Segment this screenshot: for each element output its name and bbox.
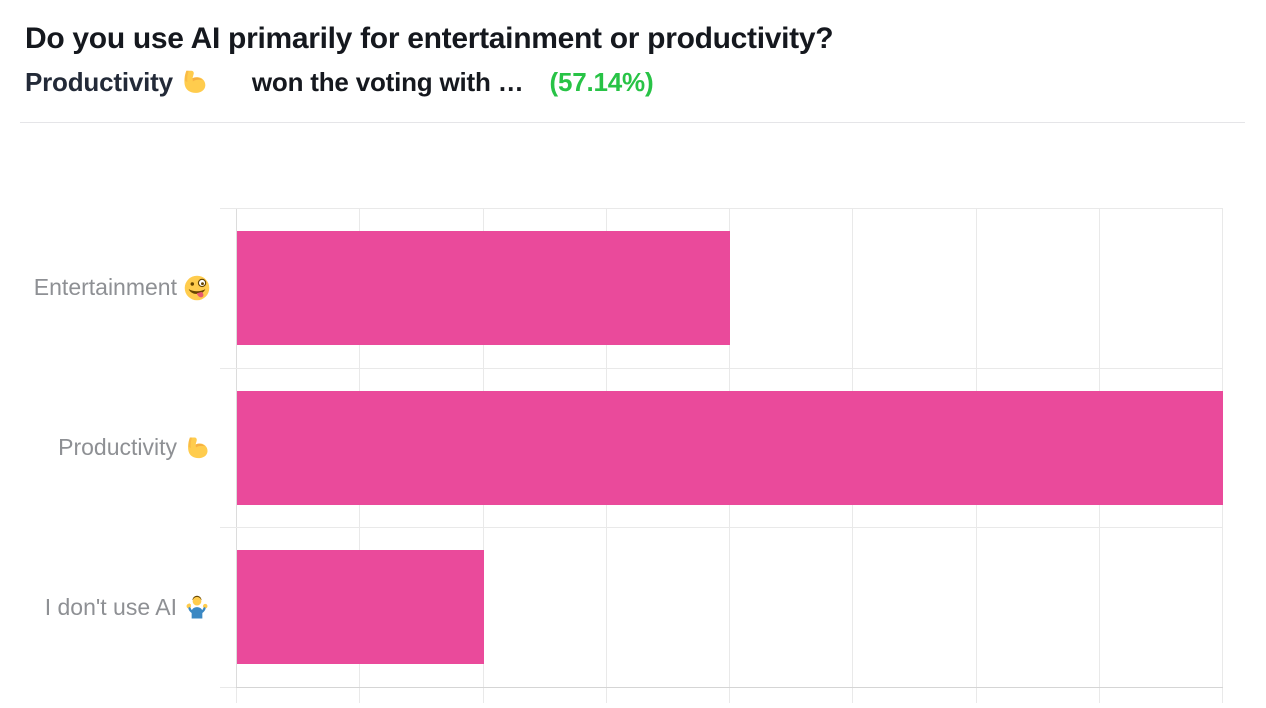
category-label: Entertainment — [0, 270, 210, 306]
category-label-text: Entertainment — [33, 274, 177, 301]
x-axis-tick — [852, 687, 854, 703]
x-gridline — [236, 208, 237, 687]
winner-name: Productivity — [25, 66, 173, 97]
bar-i-don-t-use-ai — [237, 550, 484, 665]
category-label-text: Productivity — [58, 434, 177, 460]
x-axis-tick — [236, 687, 237, 703]
bar-productivity — [237, 390, 1223, 505]
x-axis-tick — [1222, 687, 1223, 703]
y-gridline — [220, 527, 1222, 529]
y-gridline — [220, 208, 1222, 209]
bar-entertainment — [237, 230, 730, 345]
flexed-biceps-icon — [180, 68, 208, 96]
subtitle-middle-text: won the voting with … — [251, 66, 524, 97]
poll-header: Do you use AI primarily for entertainmen… — [25, 22, 1245, 98]
flexed-biceps-icon — [184, 435, 210, 461]
winner-percent: (57.14%) — [549, 66, 654, 97]
zany-face-icon — [184, 275, 210, 301]
x-axis-tick — [975, 687, 977, 703]
x-axis-tick — [1098, 687, 1100, 703]
x-axis-tick — [605, 687, 607, 703]
category-label-text: I don't use AI — [44, 593, 177, 620]
x-axis-tick — [482, 687, 484, 703]
x-axis-tick — [729, 687, 730, 703]
poll-title: Do you use AI primarily for entertainmen… — [25, 22, 834, 55]
header-divider — [20, 122, 1245, 123]
x-axis-line — [236, 687, 1223, 688]
category-label: I don't use AI — [0, 589, 210, 625]
category-label: Productivity — [0, 430, 210, 466]
x-axis-tick — [359, 687, 361, 703]
y-axis-tick — [220, 687, 236, 688]
man-shrugging-icon — [184, 594, 210, 620]
y-gridline — [220, 367, 1222, 369]
poll-subtitle: Productivity won the voting with … (57.1… — [25, 67, 1245, 98]
